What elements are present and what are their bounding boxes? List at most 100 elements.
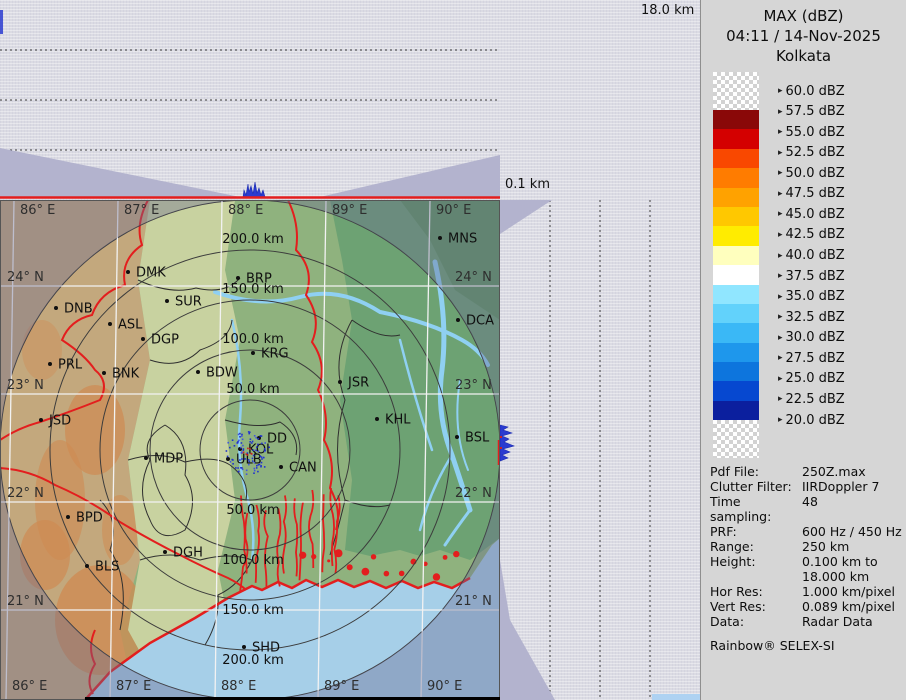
- city-dot: [48, 362, 52, 366]
- city-dot: [85, 564, 89, 568]
- city-dot: [438, 236, 442, 240]
- latitude-label: 23° N: [455, 378, 492, 393]
- dbz-band: [713, 110, 759, 129]
- city-label: PRL: [58, 358, 83, 373]
- dbz-color-scale: [713, 72, 759, 458]
- city-dot: [66, 515, 70, 519]
- city-dot: [242, 645, 246, 649]
- latitude-label: 24° N: [455, 270, 492, 285]
- city-label: BRP: [246, 272, 272, 287]
- dbz-label: ▸25.0 dBZ: [778, 371, 845, 387]
- longitude-label: 86° E: [12, 679, 47, 694]
- city-label: BNK: [112, 367, 140, 382]
- tick-arrow-icon: ▸: [778, 189, 783, 199]
- longitude-label: 90° E: [436, 203, 471, 218]
- dbz-band: [713, 401, 759, 420]
- metadata-row: Time sampling:48: [710, 494, 902, 524]
- city-dot: [236, 276, 240, 280]
- range-ring-label: 100.0 km: [222, 332, 284, 347]
- dbz-band: [713, 323, 759, 342]
- dbz-label: ▸42.5 dBZ: [778, 227, 845, 243]
- city-label: DGP: [151, 333, 179, 348]
- profile-gridlines: [0, 50, 500, 150]
- city-dot: [279, 465, 283, 469]
- range-ring-label: 50.0 km: [226, 503, 279, 518]
- tick-arrow-icon: ▸: [778, 292, 783, 302]
- city-label: MNS: [448, 232, 477, 247]
- tick-arrow-icon: ▸: [778, 374, 783, 384]
- tick-arrow-icon: ▸: [778, 333, 783, 343]
- dbz-label: ▸55.0 dBZ: [778, 124, 845, 140]
- radar-display-window: 86° E86° E87° E87° E88° E88° E89° E89° E…: [0, 0, 906, 700]
- profile-echo-edge-mark: [0, 10, 3, 34]
- dbz-label: ▸40.0 dBZ: [778, 248, 845, 264]
- metadata-row: Hor Res:1.000 km/pixel: [710, 584, 902, 599]
- city-label: DNB: [64, 302, 93, 317]
- city-dot: [456, 318, 460, 322]
- dbz-band: [713, 265, 759, 284]
- dbz-band: [713, 226, 759, 245]
- top-height-profile-panel: [0, 0, 500, 200]
- dbz-band: [713, 420, 759, 458]
- dbz-band: [713, 207, 759, 226]
- dbz-band: [713, 285, 759, 304]
- dbz-label: ▸30.0 dBZ: [778, 330, 845, 346]
- city-dot: [196, 370, 200, 374]
- tick-arrow-icon: ▸: [778, 271, 783, 281]
- metadata-row: Pdf File:250Z.max: [710, 464, 902, 479]
- city-label: DCA: [466, 314, 494, 329]
- tick-arrow-icon: ▸: [778, 251, 783, 261]
- dbz-label: ▸45.0 dBZ: [778, 206, 845, 222]
- dbz-label: ▸57.5 dBZ: [778, 104, 845, 120]
- city-label: JSD: [48, 414, 71, 429]
- profile-echo-spikes: [243, 182, 265, 197]
- profile-echo-red-mark: [500, 436, 502, 438]
- city-label: MDP: [154, 452, 183, 467]
- tick-arrow-icon: ▸: [778, 312, 783, 322]
- city-dot: [163, 550, 167, 554]
- city-dot: [126, 270, 130, 274]
- dbz-label: ▸47.5 dBZ: [778, 186, 845, 202]
- city-label: BLS: [95, 560, 119, 575]
- dbz-label: ▸37.5 dBZ: [778, 268, 845, 284]
- metadata-row: Height:0.100 km to: [710, 554, 902, 569]
- city-dot: [108, 322, 112, 326]
- city-dot: [54, 306, 58, 310]
- dbz-band: [713, 304, 759, 323]
- dbz-band: [713, 362, 759, 381]
- dbz-label: ▸20.0 dBZ: [778, 412, 845, 428]
- tick-arrow-icon: ▸: [778, 168, 783, 178]
- profile-min-height-label: 0.1 km: [505, 177, 550, 192]
- profile-echo-red-mark: [500, 447, 502, 449]
- tick-arrow-icon: ▸: [778, 230, 783, 240]
- metadata-row: Vert Res:0.089 km/pixel: [710, 599, 902, 614]
- longitude-label: 87° E: [124, 203, 159, 218]
- metadata-row: Data:Radar Data: [710, 614, 902, 629]
- city-dot: [375, 417, 379, 421]
- tick-arrow-icon: ▸: [778, 394, 783, 404]
- dbz-band: [713, 168, 759, 187]
- dbz-label: ▸35.0 dBZ: [778, 289, 845, 305]
- beam-coverage-shading: [500, 200, 555, 700]
- dbz-band: [713, 149, 759, 168]
- longitude-label: 88° E: [221, 679, 256, 694]
- city-dot: [144, 456, 148, 460]
- city-label: SHD: [252, 641, 280, 656]
- latitude-label: 23° N: [7, 378, 44, 393]
- city-label: SUR: [175, 295, 202, 310]
- latitude-label: 24° N: [7, 270, 44, 285]
- city-label: KRG: [261, 347, 289, 362]
- software-brand: Rainbow® SELEX-SI: [710, 638, 902, 653]
- dbz-label: ▸52.5 dBZ: [778, 145, 845, 161]
- city-label: JSR: [347, 376, 369, 391]
- dbz-label: ▸27.5 dBZ: [778, 350, 845, 366]
- product-metadata: Pdf File:250Z.maxClutter Filter:IIRDoppl…: [710, 464, 902, 653]
- longitude-label: 86° E: [20, 203, 55, 218]
- side-height-profile-panel: [500, 200, 700, 700]
- dbz-label: ▸50.0 dBZ: [778, 165, 845, 181]
- tick-arrow-icon: ▸: [778, 353, 783, 363]
- dbz-band: [713, 246, 759, 265]
- city-dot: [141, 337, 145, 341]
- latitude-label: 21° N: [7, 594, 44, 609]
- product-name: MAX (dBZ): [701, 6, 906, 26]
